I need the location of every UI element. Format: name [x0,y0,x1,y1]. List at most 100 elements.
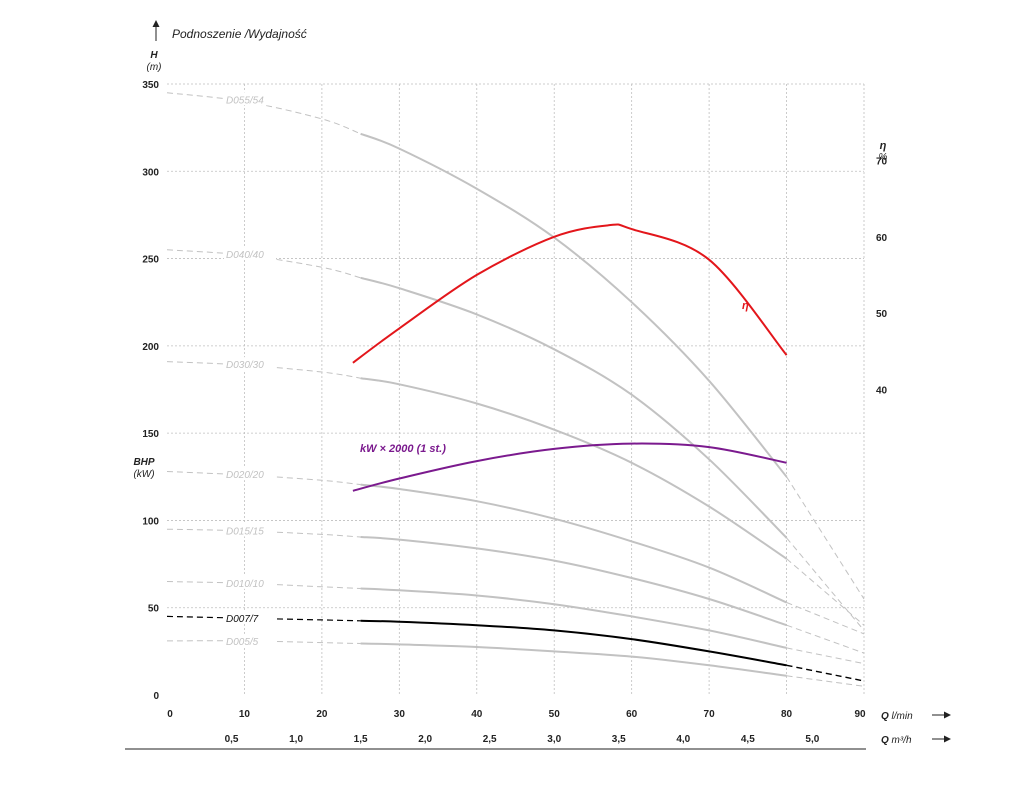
y-tick-label: 150 [142,429,159,440]
x-tick-label: 60 [626,709,638,720]
y-tick-label: 50 [148,604,160,615]
series-line-dashed [786,558,865,626]
series-label-bg [224,523,276,537]
bhp-unit: (kW) [133,469,154,480]
series-line-dashed [786,647,865,665]
x2-tick-label: 4,5 [741,734,755,745]
series-group: D055/54 D040/40 D030/30 D020/20 D015/15 D010/… [166,92,865,687]
series-line-dashed [786,624,865,654]
x2-tick-label: 5,0 [805,734,819,745]
series-line-dashed [166,615,361,622]
power-label: kW × 2000 (1 st.) [360,443,446,455]
series-d030-30: D030/30 [166,357,865,626]
series-line-dashed [786,664,865,682]
y2-tick-label: 70 [876,156,888,167]
series-label: D015/15 [226,526,264,537]
x2-tick-label: 1,5 [354,734,368,745]
x2-tick-label: 1,0 [289,734,303,745]
series-label-bg [224,92,276,106]
series-d040-40: D040/40 [166,246,865,631]
y2-axis-unit: % [879,152,888,163]
series-line-dashed [786,537,865,631]
series-line [360,619,787,667]
y2-tick-label: 60 [876,233,888,244]
x2-tick-label: 0,5 [225,734,239,745]
efficiency-label: η [742,300,749,312]
x2-tick-label: 3,5 [612,734,626,745]
series-line [360,587,787,649]
x2-tick-label: 3,0 [547,734,561,745]
right-arrow-icon [944,735,951,743]
series-label-bg [224,357,276,371]
y-axis-label: H [150,50,158,61]
series-d010-10: D010/10 [166,575,865,665]
bhp-label: BHP [133,457,154,468]
series-line-dashed [166,528,361,538]
grid [167,83,865,695]
x-tick-label: 0 [167,709,173,720]
x-axis-label: Q l/min [881,711,913,722]
series-line-dashed [786,675,865,687]
series-d055-54: D055/54 [166,92,865,600]
series-line-dashed [166,471,361,486]
y2-tick-label: 40 [876,386,888,397]
series-label: D020/20 [226,470,264,481]
series-line-dashed [166,92,361,135]
y-tick-label: 200 [142,342,159,353]
x-tick-label: 70 [704,709,716,720]
efficiency-line [352,223,788,364]
series-label: D040/40 [226,250,264,261]
x2-axis-label: Q m³/h [881,735,912,746]
series-line-dashed [786,476,865,600]
y-tick-label: 350 [142,80,159,91]
y-tick-label: 250 [142,255,159,266]
series-label-bg [224,633,276,647]
x2-tick-label: 2,5 [483,734,497,745]
x-tick-label: 10 [239,709,251,720]
x2-tick-label: 4,0 [676,734,690,745]
right-arrow-icon [944,711,951,719]
series-line-dashed [166,249,361,279]
series-label: D030/30 [226,360,264,371]
y-axis-unit: (m) [147,62,162,73]
x-tick-label: 30 [394,709,406,720]
series-line-dashed [166,640,361,644]
y2-axis-label: η [880,140,887,152]
series-line [360,132,788,478]
x-tick-label: 40 [471,709,483,720]
y-tick-label: 0 [153,691,159,702]
series-line [360,642,787,677]
series-label-bg [224,246,276,260]
power-line [352,442,787,492]
axes: 0 50 100 150 200 250 300 350 40 50 60 70 0 10 20 30 40 50… [125,20,951,750]
series-line-dashed [166,581,361,589]
series-line [360,536,787,627]
series-line-dashed [166,361,361,379]
series-line [360,276,788,539]
x-tick-label: 50 [549,709,561,720]
series-label-bg [224,575,276,589]
series-line [360,483,788,604]
y-tick-label: 100 [142,516,159,527]
x2-tick-label: 2,0 [418,734,432,745]
labels: Podnoszenie /Wydajność H(m) BHP(kW) η% Q l/m… [133,27,913,746]
series-label: D005/5 [226,637,259,648]
series-d007-7: D007/7 [166,610,865,682]
series-label: D010/10 [226,579,264,590]
series-line-dashed [786,602,865,635]
x-tick-label: 20 [316,709,328,720]
x-tick-label: 80 [781,709,793,720]
series-line [360,377,788,560]
x-tick-label: 90 [854,709,866,720]
series-d005-5: D005/5 [166,633,865,687]
series-label: D055/54 [226,95,264,106]
series-label-bg [224,610,276,624]
series-label-bg [224,467,276,481]
chart-title: Podnoszenie /Wydajność [172,27,307,41]
series-label: D007/7 [226,614,259,625]
y-tick-label: 300 [142,167,159,178]
series-d015-15: D015/15 [166,523,865,654]
up-arrow-icon [152,20,160,27]
